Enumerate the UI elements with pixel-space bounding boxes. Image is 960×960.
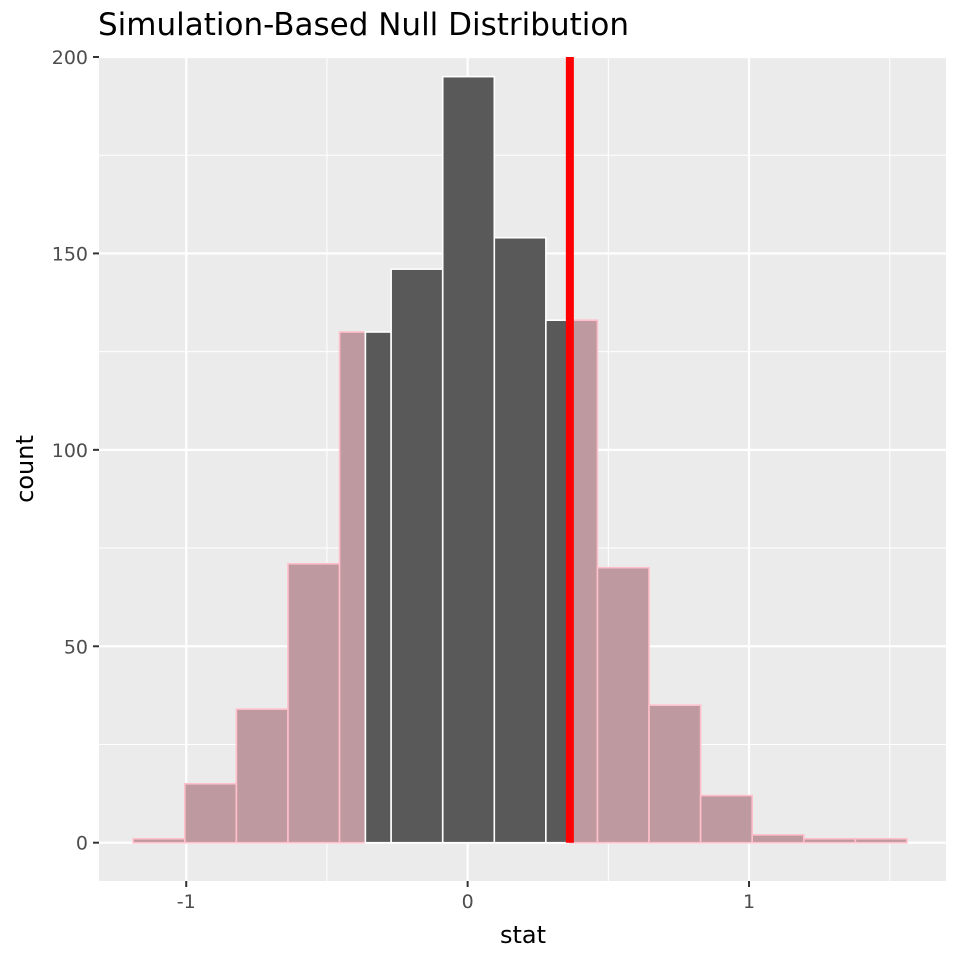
histogram-bar-shaded-3 [287, 562, 341, 844]
histogram-bar-8 [493, 236, 547, 844]
histogram-bar-shaded-1 [184, 782, 238, 844]
y-axis: 0 50 100 150 200 [52, 47, 99, 855]
y-tick-label: 150 [52, 243, 88, 265]
histogram-bar-6 [390, 268, 444, 844]
x-tick-label: 1 [743, 891, 755, 913]
chart-title: Simulation-Based Null Distribution [98, 7, 629, 43]
histogram-bar-shaded-12 [648, 704, 702, 844]
histogram-bar-shaded-2 [235, 708, 289, 844]
x-axis: -1 0 1 [177, 881, 755, 913]
histogram-bar-shaded-14 [751, 834, 805, 844]
histogram-bar-7 [441, 75, 496, 844]
x-tick-label: 0 [462, 891, 474, 913]
x-tick-label: -1 [177, 891, 196, 913]
histogram-bar-shaded-0 [132, 837, 186, 844]
y-axis-label: count [11, 435, 39, 503]
histogram-bar-shaded-11 [596, 566, 650, 844]
histogram-bar-shaded-16 [854, 837, 908, 844]
histogram-bar-shaded-15 [802, 837, 857, 844]
histogram-bar-shaded-10 [569, 319, 599, 844]
histogram-bar-shaded-13 [699, 794, 754, 844]
y-tick-label: 100 [52, 440, 88, 462]
grid-minor [99, 57, 946, 881]
y-tick-label: 0 [76, 833, 88, 855]
histogram-bar-shaded-4 [338, 331, 367, 844]
histogram-bars [132, 75, 908, 844]
x-axis-label: stat [500, 921, 546, 949]
y-tick-label: 200 [52, 47, 88, 69]
histogram-bar-5 [364, 331, 392, 844]
y-tick-label: 50 [64, 636, 88, 658]
